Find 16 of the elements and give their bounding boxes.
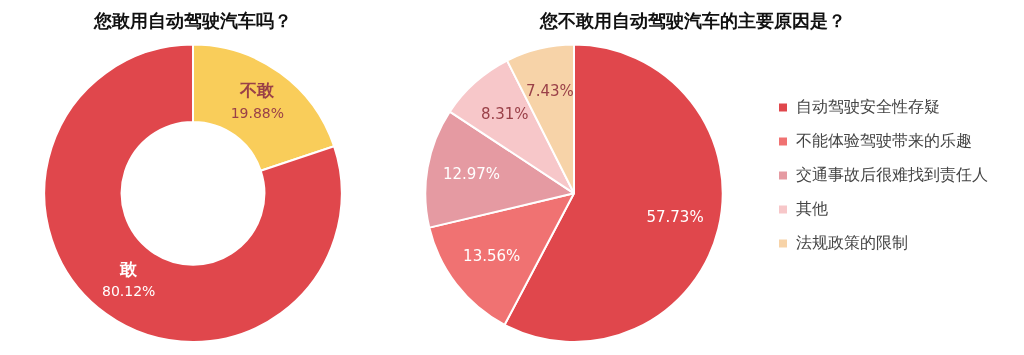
data-label: 12.97% bbox=[442, 165, 501, 184]
data-label: 7.43% bbox=[526, 81, 574, 100]
data-label: 57.73% bbox=[646, 208, 704, 227]
data-label: 8.31% bbox=[480, 105, 529, 124]
data-label: 80.12% bbox=[101, 283, 156, 300]
chart-title: 您敢用自动驾驶汽车吗？ bbox=[93, 10, 292, 32]
legend-label: 法规政策的限制 bbox=[796, 232, 908, 252]
chart-title: 您不敢用自动驾驶汽车的主要原因是？ bbox=[539, 10, 846, 32]
data-label: 13.56% bbox=[463, 246, 521, 265]
legend-label: 不能体验驾驶带来的乐趣 bbox=[796, 130, 972, 150]
data-label: 19.88% bbox=[230, 104, 285, 121]
slice-label: 敢 bbox=[119, 258, 139, 279]
legend-label: 交通事故后很难找到责任人 bbox=[796, 164, 988, 184]
slice-label: 不敢 bbox=[239, 80, 276, 101]
legend-label: 自动驾驶安全性存疑 bbox=[796, 96, 940, 116]
legend-label: 其他 bbox=[796, 198, 828, 218]
